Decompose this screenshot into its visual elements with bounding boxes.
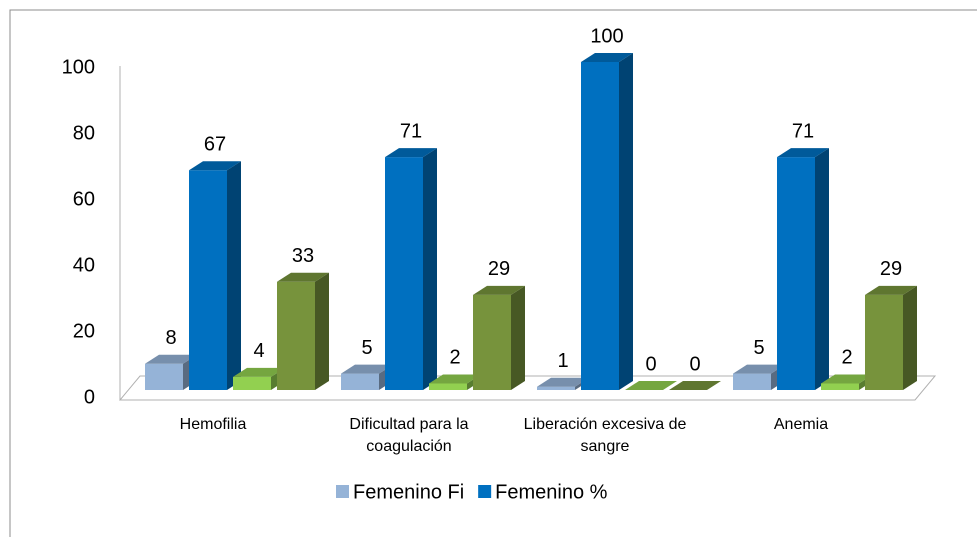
y-tick-label: 20 <box>73 320 95 342</box>
x-tick-label: Hemofilia <box>179 416 247 433</box>
bar-side <box>511 285 525 390</box>
data-label: 0 <box>689 353 700 375</box>
data-label: 4 <box>253 340 264 362</box>
data-label: 2 <box>841 347 852 369</box>
x-tick-label: Liberación excesiva de sangre <box>523 416 687 455</box>
data-label: 1 <box>557 350 568 372</box>
bar <box>277 281 315 390</box>
data-label: 5 <box>753 337 764 359</box>
bar-top <box>777 148 829 158</box>
bar-top <box>233 367 285 377</box>
data-label: 67 <box>204 134 226 156</box>
data-label: 2 <box>449 347 460 369</box>
y-tick-label: 60 <box>73 188 95 210</box>
bar-side <box>227 161 241 390</box>
bar-top <box>277 272 329 282</box>
bar-side <box>423 148 437 390</box>
bar-top <box>537 377 589 387</box>
bar-side <box>315 272 329 390</box>
y-tick-label: 40 <box>73 254 95 276</box>
bar <box>537 386 575 390</box>
data-label: 0 <box>645 353 656 375</box>
bar <box>581 62 619 390</box>
legend-label: Femenino Fi <box>353 481 464 503</box>
bar-top <box>733 364 785 374</box>
bar <box>733 373 771 390</box>
y-tick-label: 100 <box>62 56 95 78</box>
x-tick-label: Dificultad para la coagulación <box>349 416 469 455</box>
bar-top <box>865 285 917 295</box>
data-label: 100 <box>590 25 623 47</box>
bar-side <box>903 285 917 390</box>
data-label: 71 <box>400 120 422 142</box>
y-tick-label: 80 <box>73 122 95 144</box>
bar <box>429 383 467 390</box>
bar <box>145 363 183 390</box>
bar <box>777 157 815 390</box>
bar-top <box>625 381 677 390</box>
bar <box>821 383 859 390</box>
bar-top <box>669 381 721 390</box>
bar <box>385 157 423 390</box>
bar-top <box>581 53 633 62</box>
bar-top <box>341 364 393 374</box>
bar <box>341 373 379 390</box>
data-label: 29 <box>880 258 902 280</box>
data-label: 33 <box>292 245 314 267</box>
x-tick-label: Anemia <box>773 416 829 433</box>
bar-top <box>145 354 197 364</box>
bar <box>189 170 227 390</box>
data-label: 71 <box>792 120 814 142</box>
data-label: 5 <box>361 337 372 359</box>
bar <box>233 376 271 390</box>
legend-label: Femenino % <box>495 481 607 503</box>
bar-side <box>815 148 829 390</box>
bar-top <box>821 374 873 384</box>
legend-swatch <box>336 485 349 498</box>
bar-side <box>619 53 633 390</box>
bar-top <box>385 148 437 158</box>
chart-frame <box>9 9 977 537</box>
bar-top <box>189 161 241 171</box>
bar-top <box>473 285 525 295</box>
bar-top <box>429 374 481 384</box>
legend-swatch <box>478 485 492 498</box>
bar <box>865 294 903 390</box>
bar <box>473 294 511 390</box>
y-tick-label: 0 <box>84 386 95 408</box>
data-label: 8 <box>165 327 176 349</box>
data-label: 29 <box>488 258 510 280</box>
